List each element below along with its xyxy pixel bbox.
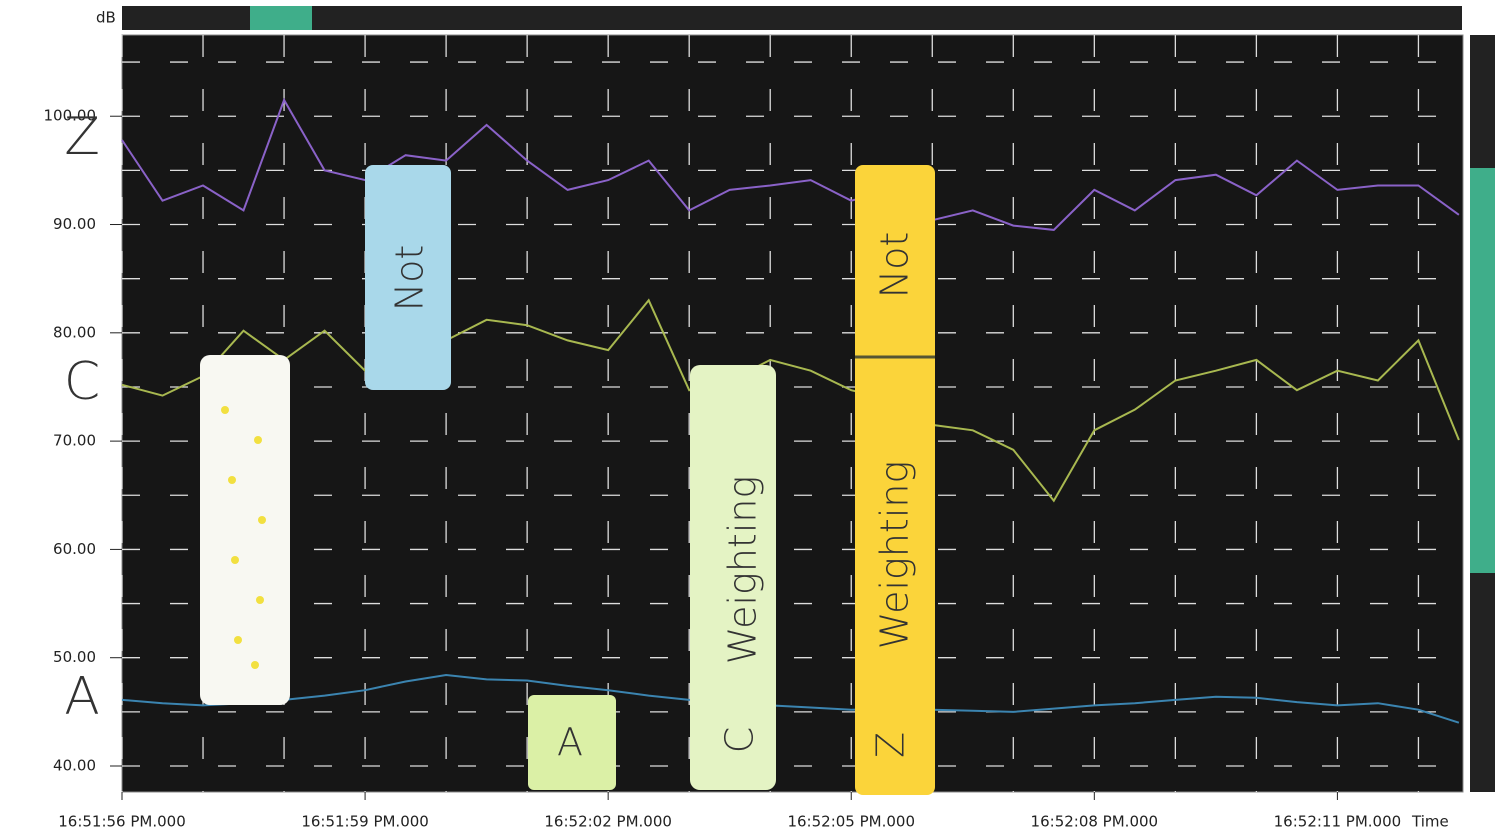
- series-label: Z: [64, 107, 100, 167]
- y-axis-label: dB: [96, 9, 116, 27]
- scroll-thumb[interactable]: [1470, 168, 1495, 573]
- overview-thumb[interactable]: [250, 6, 312, 30]
- chart: dB Time 40.0050.0060.0070.0080.0090.0010…: [0, 0, 1503, 836]
- annotation: Z: [869, 732, 913, 758]
- series-label: C: [64, 352, 100, 412]
- series-label: A: [64, 667, 100, 727]
- overview-bar[interactable]: [122, 6, 1462, 30]
- plot-area: [122, 35, 1463, 792]
- x-tick-label: 16:52:08 PM.000: [1031, 813, 1159, 831]
- x-tick-label: 16:52:05 PM.000: [787, 813, 915, 831]
- annotation: A: [557, 721, 583, 765]
- annotation: Not: [873, 232, 917, 299]
- annotation: Weighting: [721, 476, 765, 665]
- annotation: C: [718, 727, 762, 754]
- paint-box: [200, 355, 290, 705]
- y-tick-label: 90.00: [53, 215, 96, 233]
- x-tick-label: 16:51:56 PM.000: [58, 813, 186, 831]
- annotation: Weighting: [873, 461, 917, 650]
- x-axis-label: Time: [1411, 813, 1449, 831]
- y-tick-label: 50.00: [53, 648, 96, 666]
- y-tick-label: 60.00: [53, 540, 96, 558]
- x-tick-label: 16:51:59 PM.000: [301, 813, 429, 831]
- y-tick-label: 70.00: [53, 432, 96, 450]
- annotation: Not: [388, 245, 432, 312]
- y-tick-label: 80.00: [53, 323, 96, 341]
- x-tick-label: 16:52:02 PM.000: [544, 813, 672, 831]
- y-tick-label: 40.00: [53, 757, 96, 775]
- x-tick-label: 16:52:11 PM.000: [1274, 813, 1402, 831]
